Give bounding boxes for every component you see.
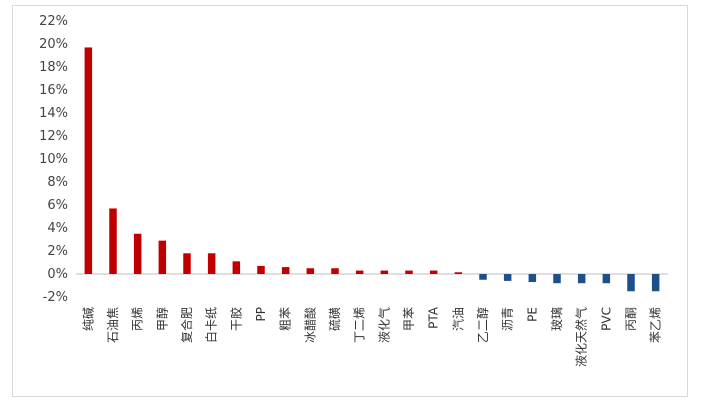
x-category-label: PVC — [599, 307, 613, 331]
y-tick-label: 6% — [47, 198, 68, 213]
bar — [380, 270, 389, 274]
y-tick-label: 0% — [47, 267, 68, 282]
y-tick-label: 4% — [47, 221, 68, 236]
y-tick-label: 16% — [39, 83, 68, 98]
x-category-label: 乙二醇 — [475, 307, 490, 343]
y-tick-label: 20% — [39, 37, 68, 52]
y-tick-label: 8% — [47, 175, 68, 190]
bar — [577, 274, 586, 284]
bar — [405, 270, 413, 274]
bar — [355, 270, 364, 274]
x-category-label: 甲苯 — [402, 307, 416, 331]
x-category-label: 苯乙烯 — [649, 307, 663, 343]
x-category-label: 汽油 — [450, 307, 465, 331]
x-category-label: 液化天然气 — [574, 307, 589, 367]
bar — [553, 274, 561, 284]
bar — [528, 274, 537, 283]
x-category-label: 白卡纸 — [204, 307, 219, 343]
bar — [84, 47, 93, 275]
bar — [479, 274, 487, 280]
x-category-label: 石油焦 — [106, 307, 120, 343]
x-category-label: 复合肥 — [179, 307, 194, 343]
bar — [306, 268, 315, 274]
x-category-label: PTA — [427, 306, 441, 329]
bar — [207, 253, 216, 274]
x-category-label: 纯碱 — [81, 307, 95, 331]
bar — [109, 208, 117, 274]
x-category-label: 沥青 — [501, 307, 515, 331]
chart-frame: 22% 20% 18% 16% 14% 12% 10% 8% 6% 4% 2% 0% -2% 纯碱 石油焦丙… — [12, 5, 688, 397]
bar — [429, 270, 438, 274]
y-tick-label: 14% — [39, 106, 68, 121]
y-tick-label: 12% — [39, 129, 68, 144]
bar — [281, 267, 290, 274]
bar-chart: 22%20%18%16%14%12%10%8%6%4%2%0%-2%纯碱 石油焦丙… — [39, 14, 668, 367]
bar — [232, 261, 241, 274]
x-category-label: 冰醋酸 — [302, 307, 317, 343]
y-tick-label: 10% — [39, 152, 68, 167]
x-category-label: 液化气 — [376, 307, 391, 343]
y-tick-label: 18% — [39, 60, 68, 75]
bar — [454, 272, 463, 274]
bar — [158, 240, 167, 274]
bar — [503, 274, 512, 281]
x-category-label: PP — [254, 307, 268, 321]
x-category-label: 甲醇 — [154, 307, 169, 331]
x-category-label: 玻璃 — [550, 307, 564, 331]
bar — [627, 274, 635, 292]
x-category-label: PE — [525, 307, 539, 322]
x-category-label: 丁二烯 — [353, 307, 367, 343]
bar — [331, 268, 339, 274]
y-tick-label: -2% — [43, 290, 68, 305]
x-category-label: 硫磺 — [327, 307, 342, 331]
bar — [257, 265, 265, 274]
bar — [651, 274, 660, 292]
y-tick-label: 22% — [39, 14, 68, 29]
x-category-label: 粗苯 — [279, 307, 293, 331]
bar — [183, 253, 191, 274]
bar — [602, 274, 611, 284]
x-category-label: 干胶 — [228, 307, 243, 331]
bar — [133, 233, 142, 274]
y-tick-label: 2% — [47, 244, 68, 259]
x-category-label: 丙烯 — [131, 307, 145, 331]
x-category-label: 丙酮 — [624, 307, 638, 331]
